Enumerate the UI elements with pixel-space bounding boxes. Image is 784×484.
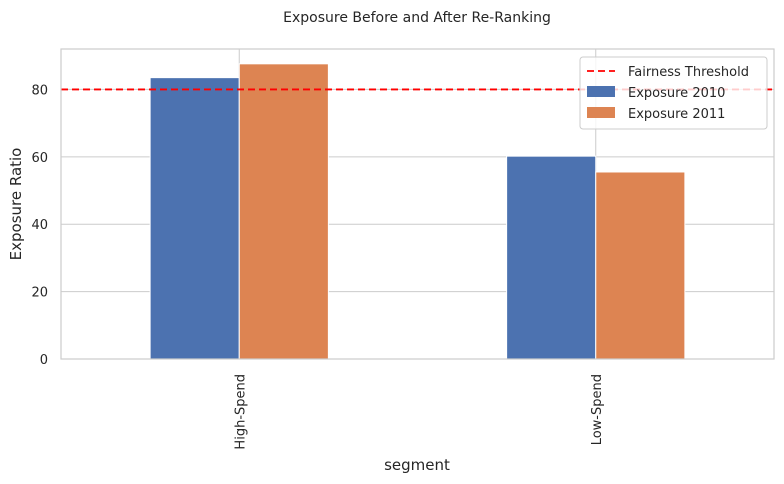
bar-exposure-2011-high-spend xyxy=(238,63,329,360)
y-tick-label: 60 xyxy=(31,151,48,166)
bar-exposure-2010-high-spend xyxy=(149,77,240,360)
x-tick-label: High-Spend xyxy=(233,374,248,450)
legend-swatch xyxy=(587,86,615,97)
bars xyxy=(149,63,686,360)
legend-label: Exposure 2010 xyxy=(628,86,725,101)
legend-label: Exposure 2011 xyxy=(628,107,725,122)
legend-swatch xyxy=(587,107,615,118)
chart-title: Exposure Before and After Re-Ranking xyxy=(283,10,551,26)
plot-frame xyxy=(60,48,775,360)
x-axis-label: segment xyxy=(384,456,450,474)
plot-area-border xyxy=(60,48,775,360)
tick-labels: 0 20 40 60 80 High-Spend Low-Spend xyxy=(31,83,604,449)
y-tick-label: 20 xyxy=(31,286,48,301)
legend: Fairness Threshold Exposure 2010 Exposure … xyxy=(579,56,768,130)
x-tick-label: Low-Spend xyxy=(590,374,605,445)
y-tick-label: 40 xyxy=(31,218,48,233)
bar-exposure-2011-low-spend xyxy=(595,171,686,360)
legend-box xyxy=(579,56,768,130)
legend-label: Fairness Threshold xyxy=(628,65,749,80)
y-tick-label: 80 xyxy=(31,83,48,98)
bar-exposure-2010-low-spend xyxy=(506,155,597,360)
y-tick-label: 0 xyxy=(40,353,48,368)
y-axis-label: Exposure Ratio xyxy=(7,148,25,261)
